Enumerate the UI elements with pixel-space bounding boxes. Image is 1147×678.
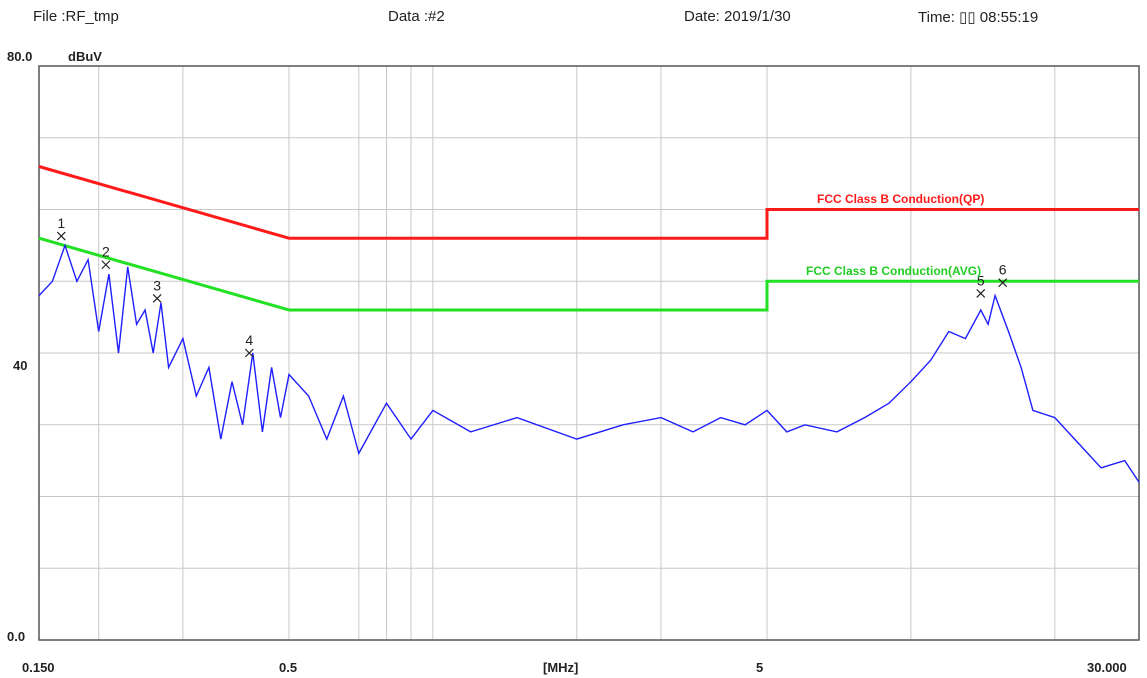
marker-label-4: 4	[245, 332, 253, 348]
time-label: Time: ▯▯ 08:55:19	[918, 9, 1039, 26]
plot-frame	[38, 65, 1140, 641]
marker-label-2: 2	[102, 244, 110, 260]
x-tick-30000: 30.000	[1087, 660, 1127, 675]
x-axis-unit: [MHz]	[543, 660, 578, 675]
qp-limit-label: FCC Class B Conduction(QP)	[817, 192, 984, 206]
marker-label-5: 5	[977, 272, 985, 288]
marker-x-2	[101, 260, 111, 270]
file-name: File :RF_tmp	[33, 8, 119, 25]
marker-label-1: 1	[57, 215, 65, 231]
y-tick-mid: 40	[13, 358, 27, 373]
x-tick-5: 5	[756, 660, 763, 675]
y-tick-bottom: 0.0	[7, 629, 25, 644]
date-label: Date: 2019/1/30	[684, 8, 791, 25]
marker-x-1	[56, 231, 66, 241]
y-tick-top: 80.0	[7, 49, 32, 64]
y-unit-label: dBuV	[68, 49, 102, 64]
marker-x-6	[998, 278, 1008, 288]
marker-x-4	[244, 348, 254, 358]
marker-x-3	[152, 294, 162, 303]
avg-limit-line	[38, 236, 1139, 312]
grid	[39, 66, 1139, 640]
x-tick-0150: 0.150	[22, 660, 55, 675]
limit-lines	[38, 165, 1139, 312]
qp-limit-line	[38, 165, 1139, 240]
marker-x-5	[976, 289, 986, 298]
x-tick-05: 0.5	[279, 660, 297, 675]
measurement-trace	[38, 243, 1140, 483]
marker-layer: 1 2 3 4 56	[56, 215, 1008, 358]
trace-layer	[38, 243, 1140, 483]
avg-limit-label: FCC Class B Conduction(AVG)	[806, 264, 981, 278]
marker-label-6: 6	[999, 262, 1007, 278]
data-number: Data :#2	[388, 8, 445, 25]
marker-label-3: 3	[153, 277, 161, 293]
